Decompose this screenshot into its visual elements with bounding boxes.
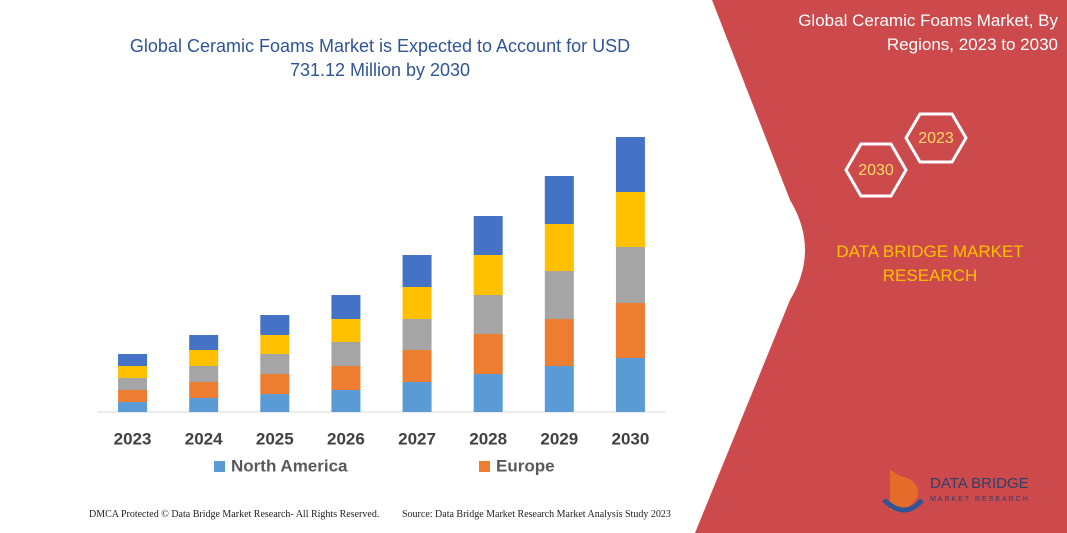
bar-segment <box>189 335 219 350</box>
bar-segment <box>402 319 432 350</box>
x-tick-label: 2026 <box>327 429 365 448</box>
bar-segment <box>402 382 432 412</box>
x-tick-label: 2025 <box>256 429 294 448</box>
legend-swatch <box>479 461 490 472</box>
x-tick-label: 2030 <box>612 429 650 448</box>
x-tick-label: 2028 <box>469 429 507 448</box>
bar-segment <box>260 354 290 374</box>
bar-segment <box>615 303 645 358</box>
bar-segment <box>118 402 148 412</box>
legend-swatch <box>214 461 225 472</box>
bar-segment <box>260 315 290 335</box>
bar-segment <box>331 366 361 390</box>
chart-title: Global Ceramic Foams Market is Expected … <box>129 36 631 80</box>
bar-segment <box>260 335 290 354</box>
logo-mark <box>890 470 919 511</box>
bar-segment <box>118 378 148 390</box>
logo-tagline: MARKET RESEARCH <box>930 496 1030 503</box>
bar-segment <box>615 137 645 192</box>
bar-segment <box>402 255 432 287</box>
bar-segment <box>189 366 219 382</box>
x-tick-label: 2027 <box>398 429 436 448</box>
bar-segment <box>331 390 361 412</box>
side-panel <box>695 0 1067 533</box>
bar-segment <box>189 350 219 366</box>
hex-label: 2023 <box>918 130 954 147</box>
hexagon <box>844 142 908 198</box>
bar-segment <box>402 287 432 319</box>
bar-segment <box>402 350 432 382</box>
bar-segment <box>118 390 148 402</box>
footer-dmca: DMCA Protected © Data Bridge Market Rese… <box>89 509 380 520</box>
bar-segment <box>544 176 574 224</box>
bar-segment <box>189 382 219 398</box>
footer-source: Source: Data Bridge Market Research Mark… <box>402 509 671 520</box>
bar-segment <box>544 224 574 271</box>
bar-segment <box>260 394 290 412</box>
bar-segment <box>331 319 361 342</box>
bar-segment <box>473 374 503 412</box>
logo-name: DATA BRIDGE <box>930 475 1029 492</box>
bar-segment <box>473 334 503 374</box>
bar-segment <box>260 374 290 394</box>
bar-segment <box>615 358 645 412</box>
brand: DATA BRIDGE MARKET RESEARCH <box>836 242 1024 285</box>
bar-segment <box>615 247 645 303</box>
hex-label: 2030 <box>858 162 894 179</box>
hexagon <box>904 112 968 164</box>
bar-segment <box>473 295 503 334</box>
logo-mark <box>882 498 924 513</box>
x-tick-label: 2023 <box>114 429 152 448</box>
bar-segment <box>331 295 361 319</box>
bar-segment <box>331 342 361 366</box>
bar-segment <box>189 398 219 412</box>
bar-segment <box>118 366 148 378</box>
bar-segment <box>615 192 645 247</box>
bar-segment <box>544 319 574 366</box>
bar-segment <box>473 255 503 295</box>
x-tick-label: 2024 <box>185 429 223 448</box>
legend-label: Europe <box>496 456 555 475</box>
bar-segment <box>544 366 574 412</box>
bar-segment <box>544 271 574 319</box>
bar-segment <box>118 354 148 366</box>
side-title: Global Ceramic Foams Market, By Regions,… <box>798 11 1058 54</box>
bar-segment <box>473 216 503 255</box>
legend-label: North America <box>231 456 348 475</box>
x-tick-label: 2029 <box>540 429 578 448</box>
